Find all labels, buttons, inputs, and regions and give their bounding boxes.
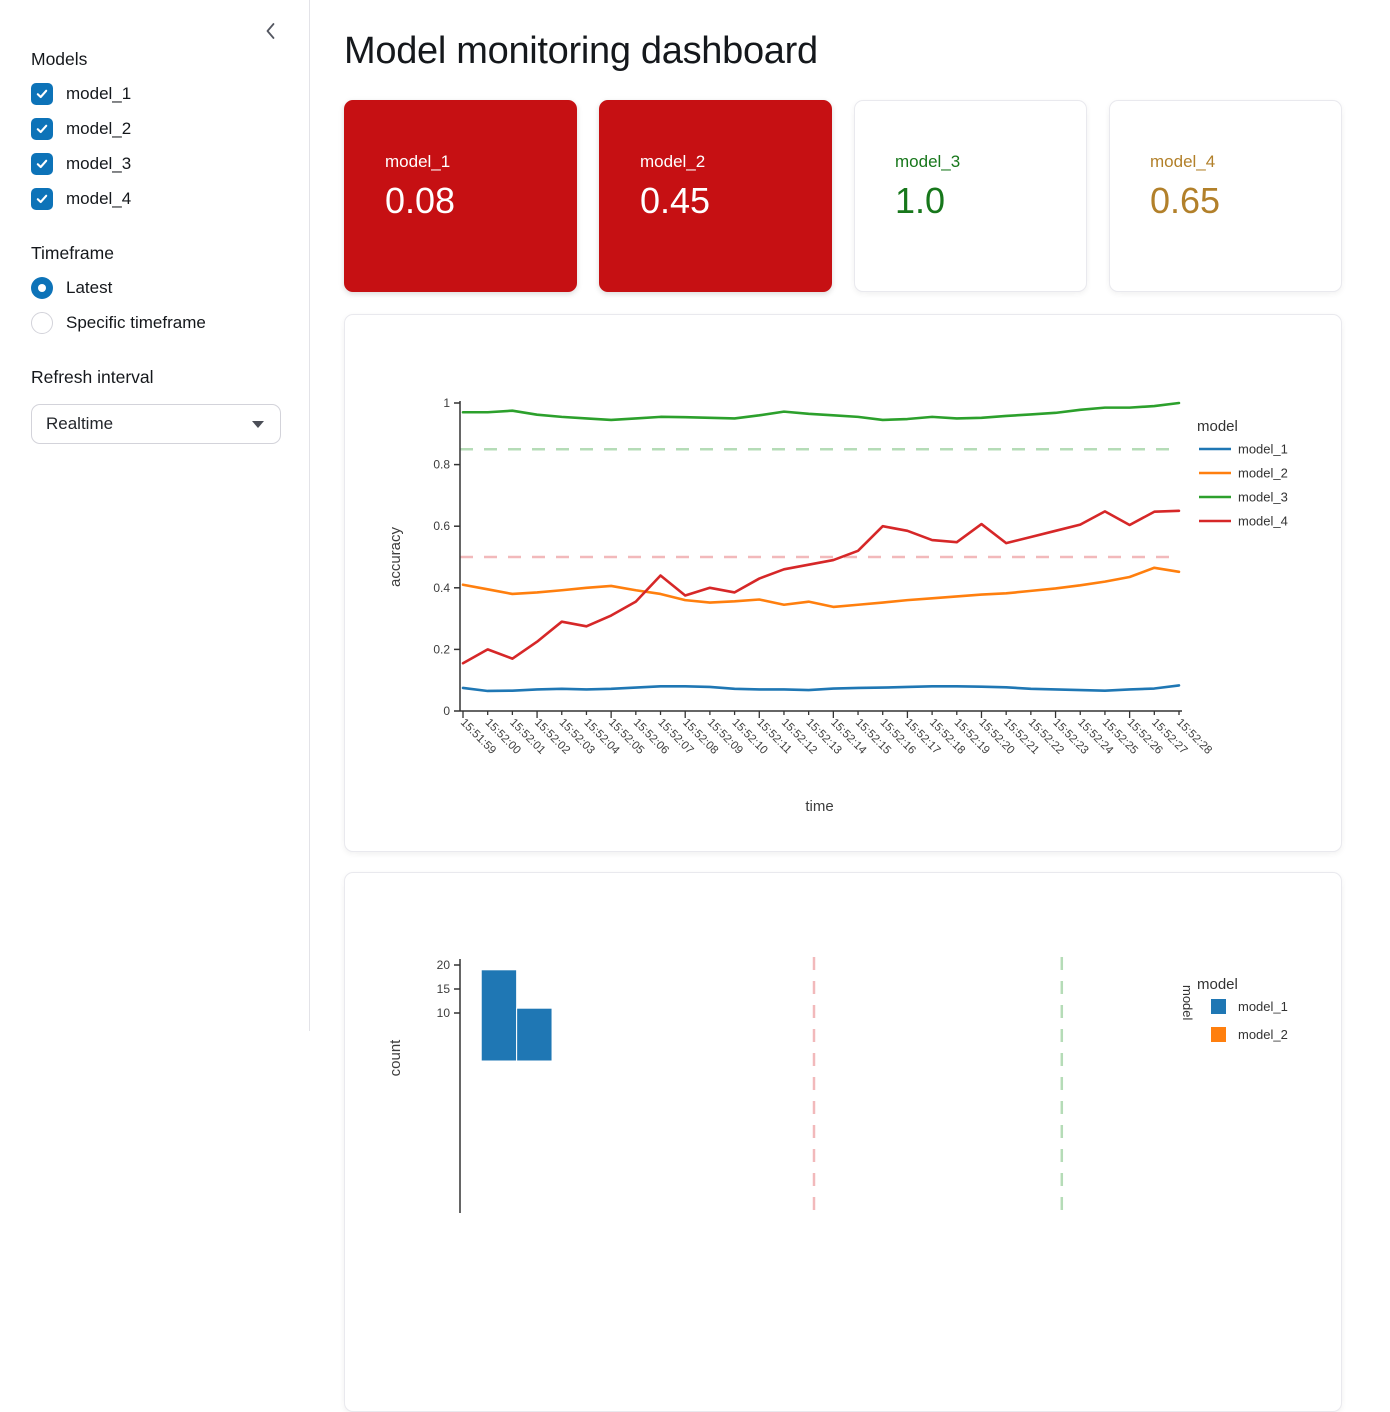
radio-unselected-icon[interactable] [31,312,53,334]
svg-text:model: model [1197,976,1238,993]
checkbox-label: model_1 [66,84,132,103]
svg-text:time: time [805,798,833,815]
svg-text:model_1: model_1 [1238,999,1288,1014]
svg-text:model: model [1180,985,1195,1021]
checkbox-checked-icon[interactable] [31,188,53,210]
main-content: Model monitoring dashboard model_1 0.08 … [311,0,1390,1412]
svg-text:model_4: model_4 [1238,513,1288,528]
svg-text:0.4: 0.4 [433,580,450,594]
page-title: Model monitoring dashboard [344,30,818,72]
metric-value: 0.08 [385,179,456,221]
checkbox-row-model-2[interactable]: model_2 [31,118,281,140]
metric-label: model_1 [385,151,451,171]
metric-label: model_3 [895,151,961,171]
metric-label: model_2 [640,151,706,171]
checkbox-row-model-4[interactable]: model_4 [31,188,281,210]
svg-text:model_3: model_3 [1238,489,1288,504]
metric-label: model_4 [1150,151,1216,171]
accuracy-line-chart-card: 0 0.2 0.4 0.6 0.8 1 15:51:59 15:52:00 15:52:01 15… [344,313,1342,852]
checkbox-label: model_3 [66,154,132,173]
svg-text:accuracy: accuracy [387,526,404,587]
svg-text:0.6: 0.6 [433,519,450,533]
chevron-left-icon [259,23,283,46]
accuracy-histogram-card: 10 15 20 count model model_1 model_2 model [344,871,1342,1412]
radio-label: Latest [66,278,113,297]
checkbox-label: model_2 [66,119,132,138]
metric-card-model-1: model_1 0.08 [344,99,577,292]
select-value: Realtime [46,414,114,433]
radio-option-specific-timeframe[interactable]: Specific timeframe [31,312,281,334]
svg-text:model_2: model_2 [1238,465,1288,480]
models-section-heading: Models [31,49,88,69]
svg-text:model_2: model_2 [1238,1027,1288,1042]
checkbox-row-model-3[interactable]: model_3 [31,153,281,175]
caret-down-icon [252,420,264,428]
checkbox-row-model-1[interactable]: model_1 [31,83,281,105]
svg-text:10: 10 [437,1006,451,1020]
refresh-interval-heading: Refresh interval [31,367,154,387]
radio-option-latest[interactable]: Latest [31,277,281,299]
metric-value: 0.45 [640,179,711,221]
checkbox-label: model_4 [66,189,132,208]
checkbox-checked-icon[interactable] [31,83,53,105]
svg-text:0.8: 0.8 [433,457,450,471]
svg-text:0.2: 0.2 [433,642,450,656]
svg-text:0: 0 [443,704,450,718]
svg-text:model_1: model_1 [1238,441,1288,456]
refresh-interval-select[interactable]: Realtime [31,404,281,444]
metric-value: 0.65 [1150,179,1221,221]
accuracy-line-chart: 00.20.40.60.8115:51:5915:52:0015:52:0115… [387,396,1288,815]
timeframe-section-heading: Timeframe [31,243,114,263]
metric-card-model-2: model_2 0.45 [599,99,832,292]
radio-label: Specific timeframe [66,313,206,332]
metric-value: 1.0 [895,179,946,221]
svg-text:15: 15 [437,982,451,996]
checkbox-checked-icon[interactable] [31,118,53,140]
svg-text:1: 1 [443,396,450,410]
svg-text:20: 20 [437,958,451,972]
metric-card-model-3: model_3 1.0 [854,99,1087,292]
checkbox-checked-icon[interactable] [31,153,53,175]
sidebar: Models model_1 model_2 model_3 model_4 T… [0,0,310,1031]
svg-text:count: count [387,1038,404,1076]
metric-cards-row: model_1 0.08 model_2 0.45 model_3 1.0 mo… [344,99,1390,292]
radio-selected-icon[interactable] [31,277,53,299]
svg-text:model: model [1197,418,1238,435]
metric-card-model-4: model_4 0.65 [1109,99,1342,292]
sidebar-collapse-button[interactable] [259,19,283,43]
